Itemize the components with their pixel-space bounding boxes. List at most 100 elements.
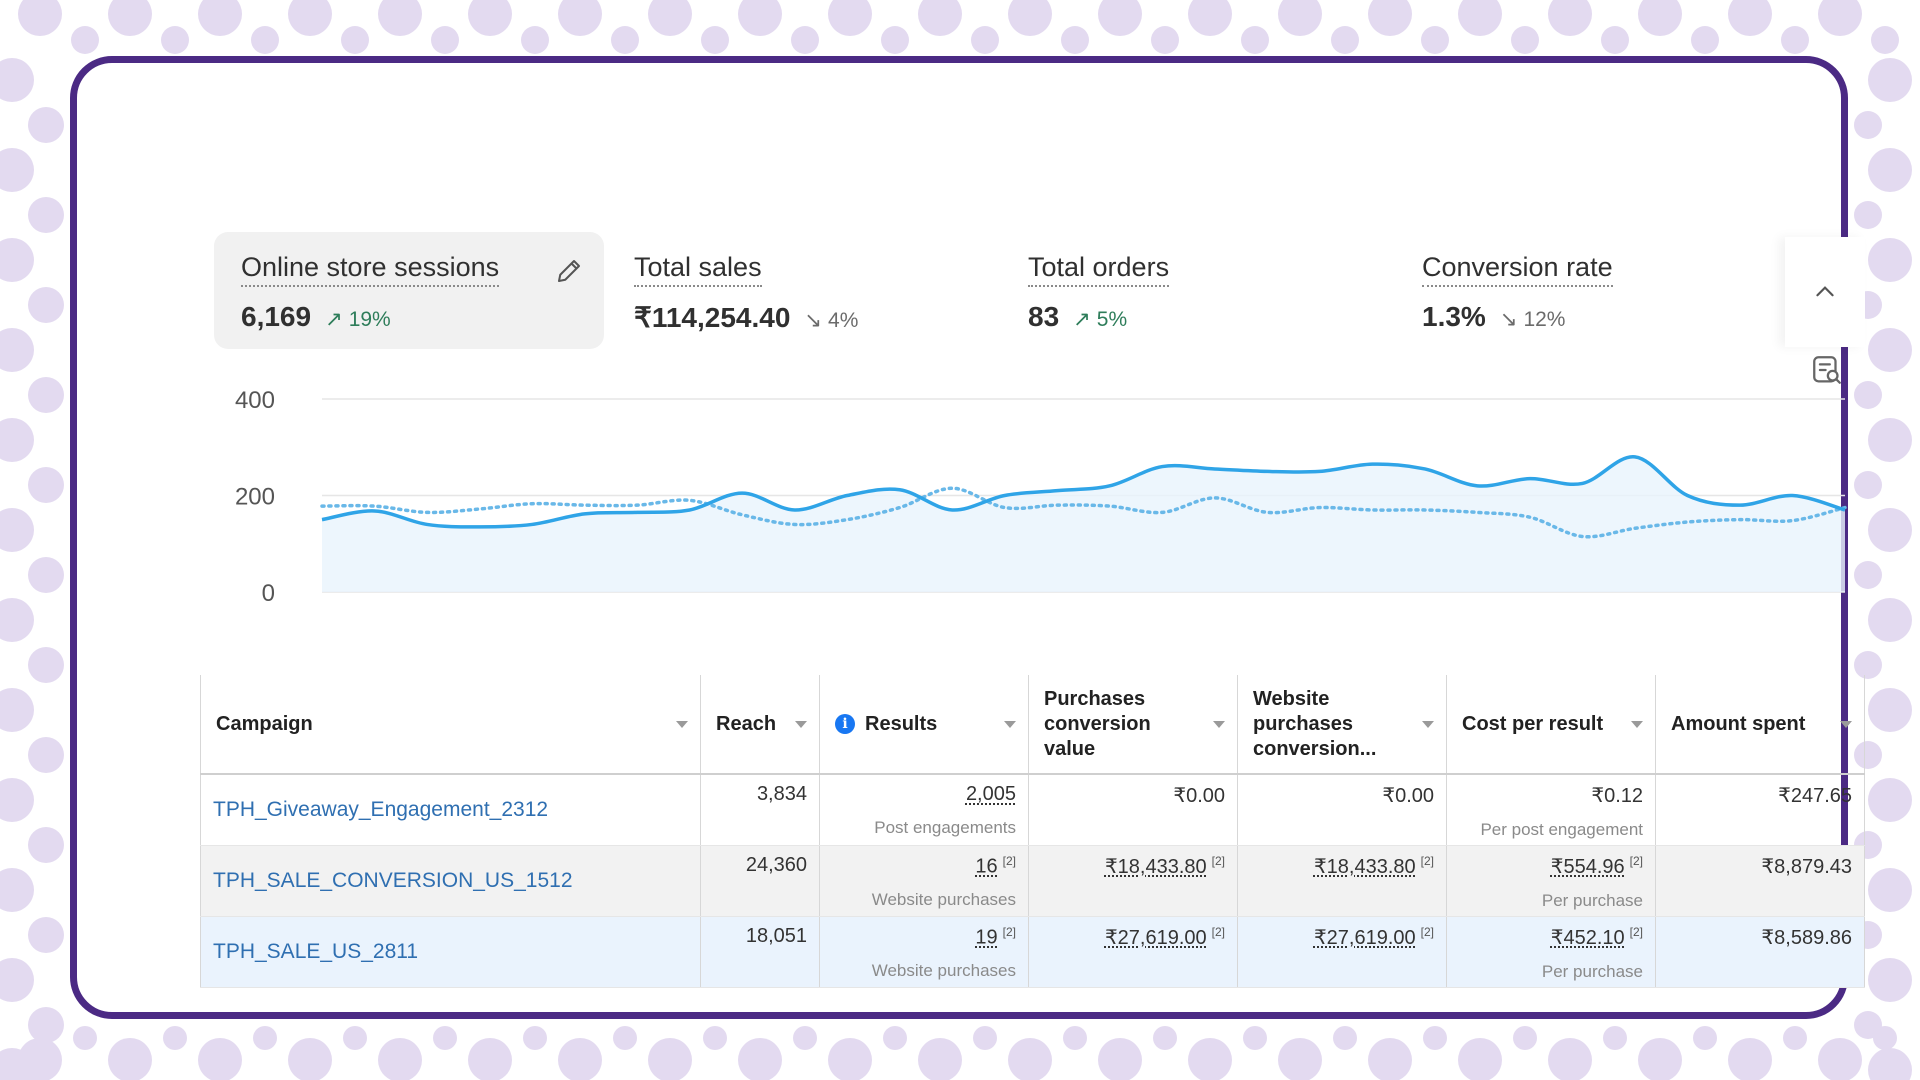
decor-dot — [1783, 1026, 1807, 1050]
decor-dot — [18, 1038, 62, 1080]
sort-caret-icon[interactable] — [676, 721, 688, 728]
table-row[interactable]: TPH_SALE_US_2811 18,051 19 [2] Website pur… — [200, 916, 1865, 988]
decor-dot — [198, 1038, 242, 1080]
decor-dot — [1818, 1038, 1862, 1080]
amount-spent-value: ₹8,589.86 — [1761, 926, 1852, 949]
column-header-campaign[interactable]: Campaign — [200, 675, 701, 775]
footnote-marker: [2] — [1211, 853, 1225, 868]
metric-tile-total-sales[interactable]: Total sales ₹114,254.40 ↘ 4% — [607, 232, 987, 349]
decor-dot — [73, 1026, 97, 1050]
website-purchases-value[interactable]: ₹18,433.80 — [1313, 855, 1416, 878]
reach-cell: 3,834 — [700, 774, 820, 846]
website-purchases-cell: ₹18,433.80 [2] — [1237, 845, 1447, 917]
decor-dot — [1603, 1026, 1627, 1050]
decor-dot — [1243, 1026, 1267, 1050]
metric-title[interactable]: Conversion rate — [1422, 252, 1613, 287]
metric-title[interactable]: Total sales — [634, 252, 762, 287]
purchases-value-cell: ₹27,619.00 [2] — [1028, 916, 1238, 988]
campaign-link[interactable]: TPH_SALE_US_2811 — [213, 939, 419, 963]
column-header-cost-per-result[interactable]: Cost per result — [1446, 675, 1656, 775]
search-filter-icon[interactable] — [1810, 353, 1844, 387]
metric-title[interactable]: Total orders — [1028, 252, 1170, 287]
cost-per-result-value[interactable]: ₹452.10 — [1550, 926, 1625, 949]
decor-dot — [971, 26, 999, 54]
decor-dot — [1061, 26, 1089, 54]
campaign-link[interactable]: TPH_Giveaway_Engagement_2312 — [213, 797, 549, 821]
cost-type: Per purchase — [1541, 961, 1643, 981]
website-purchases-value[interactable]: ₹27,619.00 — [1313, 926, 1416, 949]
metric-value: 83 — [1028, 301, 1060, 332]
decor-dot — [0, 238, 34, 282]
purchases-value-cell: ₹18,433.80 [2] — [1028, 845, 1238, 917]
website-purchases-cell: ₹27,619.00 [2] — [1237, 916, 1447, 988]
column-label: Amount spent — [1671, 712, 1806, 735]
metric-delta: ↘ 4% — [804, 308, 858, 333]
decor-dot — [0, 958, 34, 1002]
reach-value: 18,051 — [745, 924, 807, 947]
collapse-button[interactable] — [1785, 237, 1865, 347]
campaign-cell: TPH_SALE_US_2811 — [200, 916, 701, 988]
purchases-value[interactable]: ₹27,619.00 — [1104, 926, 1207, 949]
column-header-results[interactable]: i Results — [819, 675, 1029, 775]
amount-spent-cell: ₹8,589.86 — [1655, 916, 1865, 988]
decor-dot — [791, 26, 819, 54]
decor-dot — [1868, 328, 1912, 372]
sort-caret-icon[interactable] — [1213, 721, 1225, 728]
column-header-website-purchases-conversion[interactable]: Website purchases conversion... — [1237, 675, 1447, 775]
decor-dot — [1368, 1038, 1412, 1080]
campaign-link[interactable]: TPH_SALE_CONVERSION_US_1512 — [213, 868, 573, 892]
decor-dot — [28, 647, 64, 683]
metric-value: 1.3% — [1422, 301, 1486, 332]
table-row[interactable]: TPH_Giveaway_Engagement_2312 3,834 2,005… — [200, 774, 1865, 846]
column-header-purchases-conversion-value[interactable]: Purchases conversion value — [1028, 675, 1238, 775]
decor-dot — [703, 1026, 727, 1050]
delta-value: 12% — [1523, 307, 1566, 331]
decor-dot — [0, 778, 34, 822]
decor-dot — [828, 0, 872, 36]
metric-tile-total-orders[interactable]: Total orders 83 ↗ 5% — [1001, 232, 1381, 349]
decor-dot — [28, 737, 64, 773]
sort-caret-icon[interactable] — [1004, 721, 1016, 728]
decor-dot — [378, 0, 422, 36]
decor-dot — [28, 377, 64, 413]
metric-tile-conversion-rate[interactable]: Conversion rate 1.3% ↘ 12% — [1395, 232, 1775, 349]
column-header-reach[interactable]: Reach — [700, 675, 820, 775]
results-value[interactable]: 2,005 — [965, 783, 1016, 805]
decor-dot — [828, 1038, 872, 1080]
reach-cell: 18,051 — [700, 916, 820, 988]
metric-delta: ↘ 12% — [1500, 307, 1566, 332]
decor-dot — [1854, 471, 1882, 499]
decor-dot — [1868, 958, 1912, 1002]
sort-caret-icon[interactable] — [795, 721, 807, 728]
results-value[interactable]: 16 — [975, 855, 998, 878]
purchases-value[interactable]: ₹18,433.80 — [1104, 855, 1207, 878]
metric-value: ₹114,254.40 — [634, 302, 791, 333]
cost-per-result-cell: ₹554.96 [2] Per purchase — [1446, 845, 1656, 917]
sort-caret-icon[interactable] — [1631, 721, 1643, 728]
metric-tile-sessions[interactable]: Online store sessions 6,169 ↗ 19% — [214, 232, 604, 349]
decor-dot — [28, 557, 64, 593]
decor-dot — [523, 1026, 547, 1050]
results-value[interactable]: 19 — [975, 926, 998, 949]
pencil-icon[interactable] — [554, 256, 584, 286]
info-icon[interactable]: i — [835, 714, 855, 735]
decor-dot — [0, 598, 34, 642]
decor-dot — [1868, 418, 1912, 462]
decor-dot — [1151, 26, 1179, 54]
column-header-amount-spent[interactable]: Amount spent — [1655, 675, 1865, 775]
decor-dot — [431, 26, 459, 54]
delta-value: 19% — [348, 307, 391, 331]
results-type: Website purchases — [871, 961, 1016, 981]
decor-dot — [343, 1026, 367, 1050]
table-row[interactable]: TPH_SALE_CONVERSION_US_1512 24,360 16 [2]… — [200, 845, 1865, 917]
metric-title[interactable]: Online store sessions — [241, 252, 500, 287]
decor-dot — [1871, 26, 1899, 54]
decor-dot — [1063, 1026, 1087, 1050]
sort-caret-icon[interactable] — [1422, 721, 1434, 728]
sort-caret-icon[interactable] — [1840, 721, 1852, 728]
decor-dot — [1278, 1038, 1322, 1080]
cost-type: Per post engagement — [1480, 820, 1643, 839]
decor-dot — [468, 0, 512, 36]
decor-dot — [468, 1038, 512, 1080]
cost-per-result-value[interactable]: ₹554.96 — [1550, 855, 1625, 878]
